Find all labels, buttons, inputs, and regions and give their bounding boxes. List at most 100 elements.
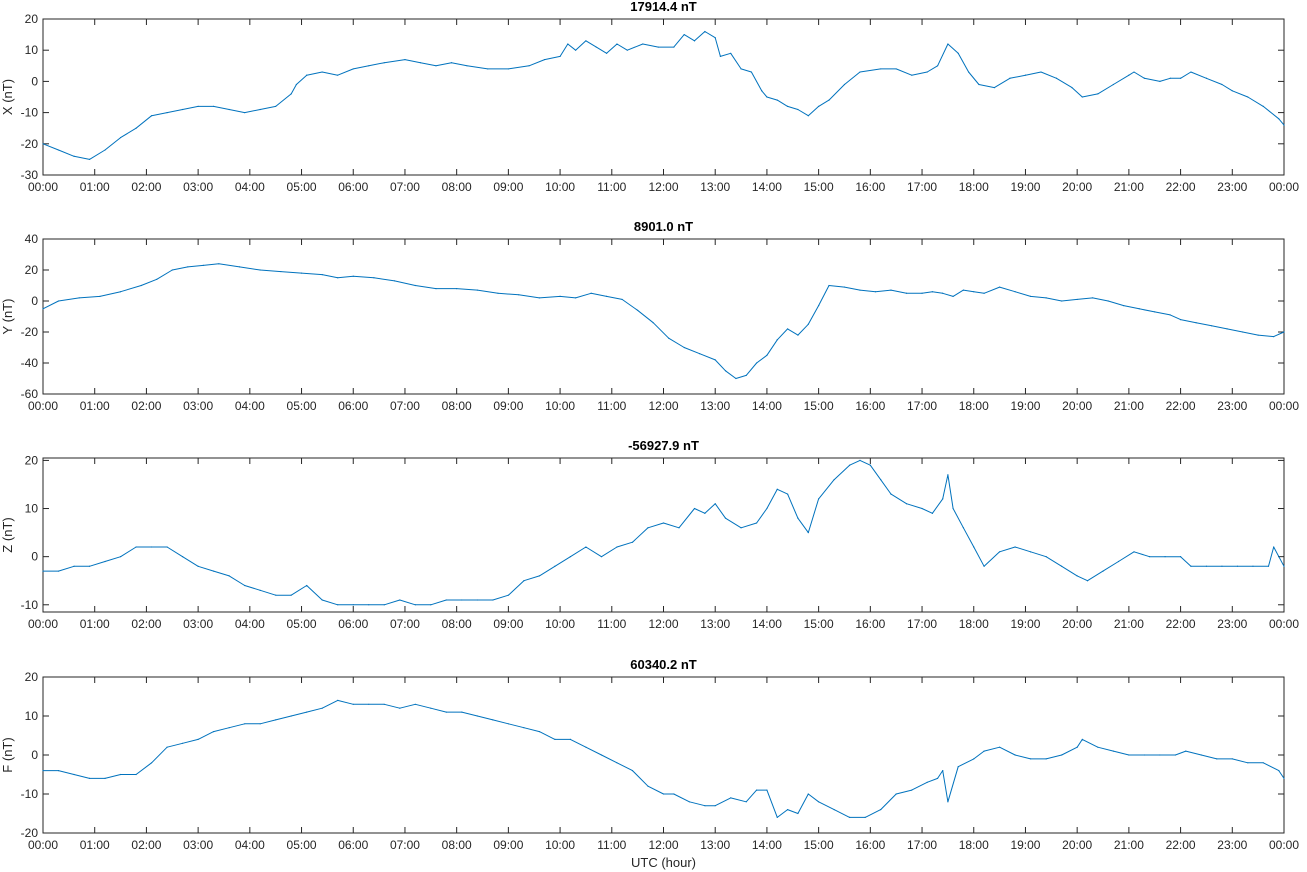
x-tick-label: 19:00 [1010,180,1040,194]
data-point [150,546,153,548]
data-point [973,546,975,548]
x-tick-label: 10:00 [545,180,575,194]
data-point [574,297,577,299]
data-point [73,773,75,776]
data-point [890,289,892,291]
data-point [1283,565,1285,567]
x-tick-label: 08:00 [442,180,472,194]
data-point [538,297,541,299]
data-point [1247,762,1249,764]
data-point [755,522,758,524]
data-point [306,74,308,76]
x-tick-label: 16:00 [855,180,885,194]
data-point [807,115,809,117]
x-tick-label: 05:00 [287,617,317,631]
data-point [911,74,913,76]
data-point [606,295,608,297]
data-point [1102,570,1104,572]
x-tick-label: 22:00 [1166,399,1196,413]
x-tick-label: 11:00 [597,180,626,194]
panel-2: 8901.0 nT Y (nT) -60 -40 -20 0 20 40 00:00 01:00 0… [0,219,1299,413]
data-point [818,801,820,803]
data-point [590,292,592,294]
data-point [497,292,499,294]
x-tick-label: 06:00 [338,617,368,631]
data-point [818,305,820,307]
data-point [931,291,933,293]
data-point [135,773,137,776]
data-point [1030,295,1032,297]
data-point [244,723,246,725]
x-tick-label: 20:00 [1062,180,1092,194]
data-point [797,812,799,815]
data-point [616,43,618,45]
data-point [295,83,297,86]
data-point [414,604,416,606]
x-tick-label: 14:00 [752,399,782,413]
panel-1: 17914.4 nT X (nT) -30 -20 -10 0 10 20 00:00 01:00… [0,0,1299,194]
data-point [787,809,789,811]
data-point [1040,71,1042,73]
data-point [42,570,44,572]
data-point [435,288,437,290]
data-point [119,136,122,139]
plot-frame [42,238,1285,395]
data-point [1267,565,1270,567]
data-point [213,570,215,572]
data-point [523,727,525,729]
data-point [430,604,432,606]
data-point [626,49,628,51]
x-tick-label: 00:00 [1269,180,1299,194]
data-point [1030,758,1032,760]
y-tick-label: -10 [21,106,39,120]
data-point [1195,322,1197,324]
data-point [383,703,385,705]
data-point [849,464,851,466]
x-tick-label: 00:00 [28,399,58,413]
plot-frame [42,18,1285,176]
data-point [1262,105,1264,107]
data-point [104,560,106,563]
data-point [461,599,463,601]
data-point [957,52,959,54]
data-point [1190,565,1192,567]
data-point [999,551,1001,553]
x-axis-label: UTC (hour) [631,855,696,870]
data-point [776,99,778,101]
data-point [306,584,308,587]
data-point [828,284,830,287]
data-point [859,459,861,462]
data-point [585,40,587,42]
data-point [647,527,649,529]
data-point [352,68,354,70]
data-point [507,723,509,725]
data-point [569,556,572,558]
x-tick-label: 21:00 [1114,399,1144,413]
data-point [730,52,732,54]
data-point [476,599,478,601]
x-tick-label: 08:00 [442,399,472,413]
data-point [755,362,758,364]
x-tick-label: 17:00 [907,617,937,631]
y-tick-label: 0 [31,74,38,88]
data-point [213,731,215,733]
data-point [213,105,215,107]
data-point [300,272,303,274]
data-point [911,789,913,791]
data-point [461,711,463,713]
data-point [73,155,75,157]
data-point [1278,118,1280,120]
data-point [73,565,75,567]
data-point [1252,565,1254,567]
data-point [135,546,137,548]
data-point [42,770,44,772]
panel-3: -56927.9 nT Z (nT) -10 0 10 20 00:00 01:00 02:00… [0,438,1299,631]
x-tick-label: 11:00 [597,399,626,413]
data-point [864,816,866,819]
data-point [600,556,603,558]
data-point [352,703,354,705]
data-point [776,339,778,341]
x-tick-label: 00:00 [28,180,58,194]
data-point [119,773,122,776]
